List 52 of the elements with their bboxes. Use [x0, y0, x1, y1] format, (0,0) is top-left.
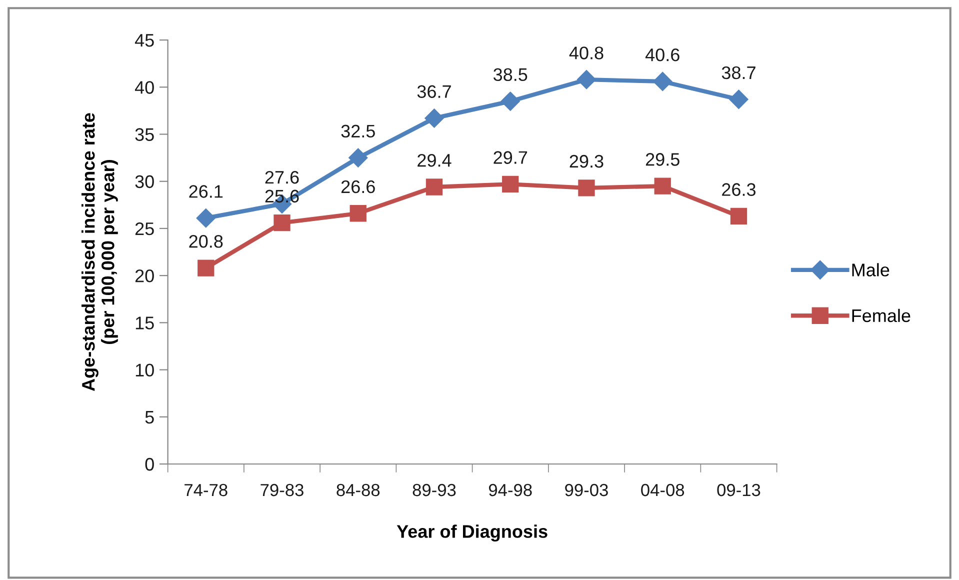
y-tick-label: 10: [136, 364, 154, 376]
data-label: 20.8: [189, 235, 223, 248]
data-label: 26.3: [722, 183, 756, 196]
data-label: 29.7: [494, 151, 528, 164]
x-tick-label: 84-88: [336, 484, 380, 496]
point: [348, 148, 368, 168]
point: [653, 72, 672, 92]
point: [578, 180, 595, 196]
point: [576, 70, 596, 90]
point: [198, 260, 214, 276]
x-tick-label: 99-03: [565, 484, 608, 496]
point: [500, 92, 520, 111]
point: [350, 205, 366, 222]
data-label: 38.7: [722, 66, 756, 80]
x-tick-label: 09-13: [717, 484, 760, 496]
data-label: 32.5: [341, 124, 375, 138]
x-tick-label: 74-78: [184, 484, 228, 496]
y-tick-label: 0: [145, 458, 154, 471]
y-tick-label: 40: [134, 81, 154, 94]
data-label: 29.5: [646, 153, 680, 166]
data-label: 29.3: [570, 154, 604, 168]
data-label: 27.6: [265, 170, 299, 184]
x-tick-label: 79-83: [260, 484, 304, 496]
x-tick-label: 94-98: [488, 484, 532, 496]
data-label: 38.5: [493, 68, 528, 82]
y-tick-label: 15: [136, 316, 154, 330]
point: [274, 214, 290, 232]
y-tick-label: 45: [134, 34, 154, 47]
point: [730, 208, 748, 225]
data-label: 36.7: [417, 85, 451, 98]
y-tick-label: 5: [145, 411, 154, 424]
data-label: 26.1: [189, 185, 223, 198]
point: [426, 178, 443, 196]
y-tick-label: 20: [135, 270, 154, 282]
point: [502, 176, 519, 193]
x-tick-label: 89-93: [412, 484, 456, 496]
legend-label: Male: [852, 263, 890, 276]
x-axis-title: Year of Diagnosis: [396, 524, 548, 542]
point: [729, 90, 748, 109]
data-label: 29.4: [418, 154, 452, 167]
point: [654, 178, 671, 194]
y-tick-label: 25: [135, 222, 154, 236]
y-tick-label: 35: [135, 128, 154, 141]
point: [424, 108, 444, 128]
y-axis-title: Age-standardised incidence rate (per 100,000 per year): [82, 113, 118, 392]
data-label: 40.8: [569, 46, 604, 60]
legend-label: Female: [852, 308, 910, 322]
point: [196, 208, 216, 228]
data-label: 40.6: [645, 48, 680, 62]
data-label: 26.6: [341, 180, 375, 194]
y-tick-label: 30: [135, 175, 154, 188]
x-tick-label: 04-08: [641, 484, 684, 496]
